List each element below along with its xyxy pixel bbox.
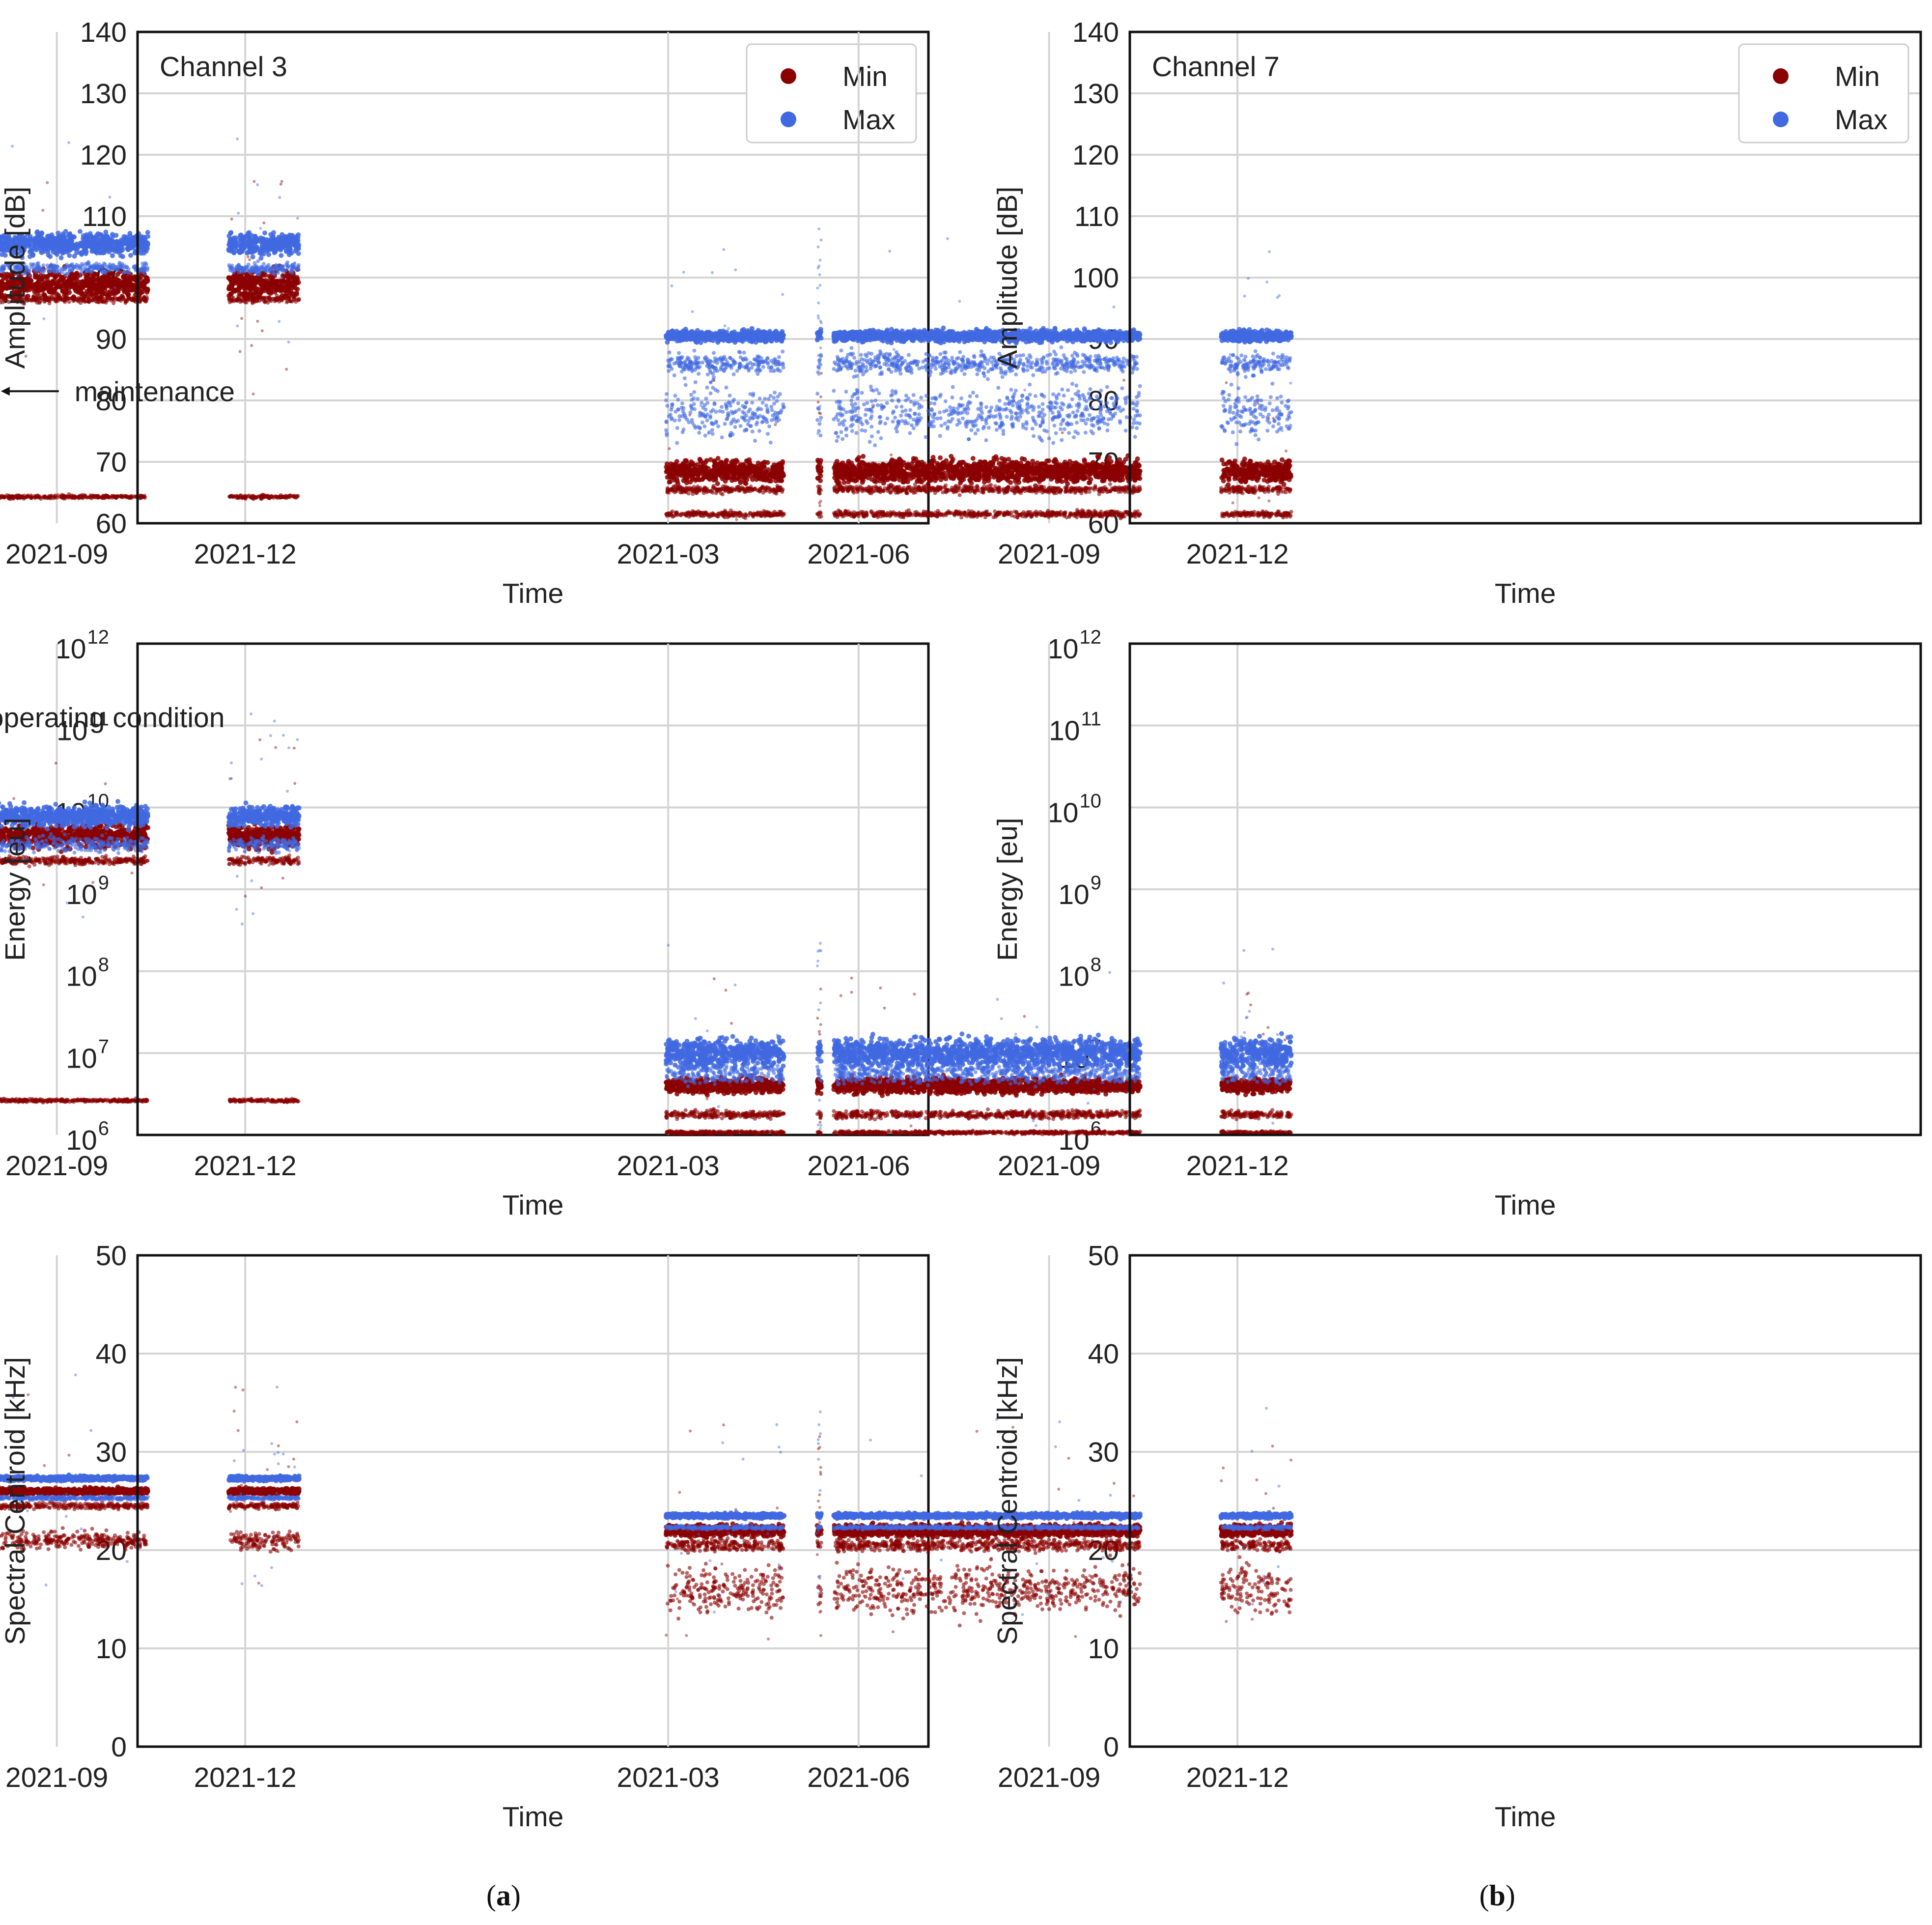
point-min: [73, 287, 78, 292]
point-min: [95, 290, 100, 295]
point-min: [261, 280, 266, 284]
y-tick-label: 70: [96, 447, 127, 478]
point-min: [128, 279, 133, 284]
point-min: [77, 284, 82, 289]
point-min: [85, 277, 90, 282]
point-min: [145, 288, 150, 293]
point-min: [82, 281, 87, 286]
point-min: [256, 276, 261, 281]
y-tick-label: 110: [82, 201, 127, 232]
point-min: [50, 282, 55, 286]
point-min: [52, 287, 57, 292]
y-tick-label: 90: [96, 324, 127, 355]
point-min: [63, 290, 68, 295]
point-min: [229, 291, 234, 296]
point-min: [42, 283, 47, 287]
point-min: [248, 279, 253, 283]
point-min: [286, 280, 291, 285]
point-min: [241, 285, 246, 290]
point-min: [105, 276, 110, 281]
point-min: [249, 284, 254, 289]
point-min: [31, 286, 36, 291]
point-min: [128, 285, 133, 290]
point-min: [142, 282, 147, 287]
point-min: [227, 284, 232, 289]
x-tick-label: 2021-12: [194, 538, 297, 570]
point-min: [285, 273, 290, 278]
y-tick-label: 120: [80, 140, 127, 171]
point-min: [93, 283, 98, 287]
y-tick-label: 130: [80, 78, 127, 110]
point-min: [246, 274, 251, 279]
point-min: [111, 289, 115, 294]
y-tick-label: 140: [80, 17, 127, 48]
point-min: [236, 281, 241, 285]
point-min: [233, 288, 238, 293]
point-min: [263, 273, 268, 278]
point-min: [64, 284, 69, 289]
point-min: [59, 275, 64, 280]
point-min: [113, 279, 118, 284]
figure: 607080901001101201301402021-032021-06202…: [0, 0, 1932, 1925]
y-tick-label: 60: [96, 508, 127, 539]
point-min: [279, 288, 284, 293]
point-min: [292, 276, 297, 281]
point-min: [36, 275, 41, 280]
point-min: [260, 283, 265, 288]
point-min: [68, 277, 73, 282]
point-min: [115, 272, 120, 277]
point-min: [274, 279, 279, 284]
point-min: [73, 275, 78, 280]
point-min: [86, 287, 91, 292]
x-tick-label: 2021-09: [5, 538, 108, 570]
point-min: [68, 284, 73, 289]
point-min: [227, 276, 232, 281]
point-min: [56, 281, 61, 286]
